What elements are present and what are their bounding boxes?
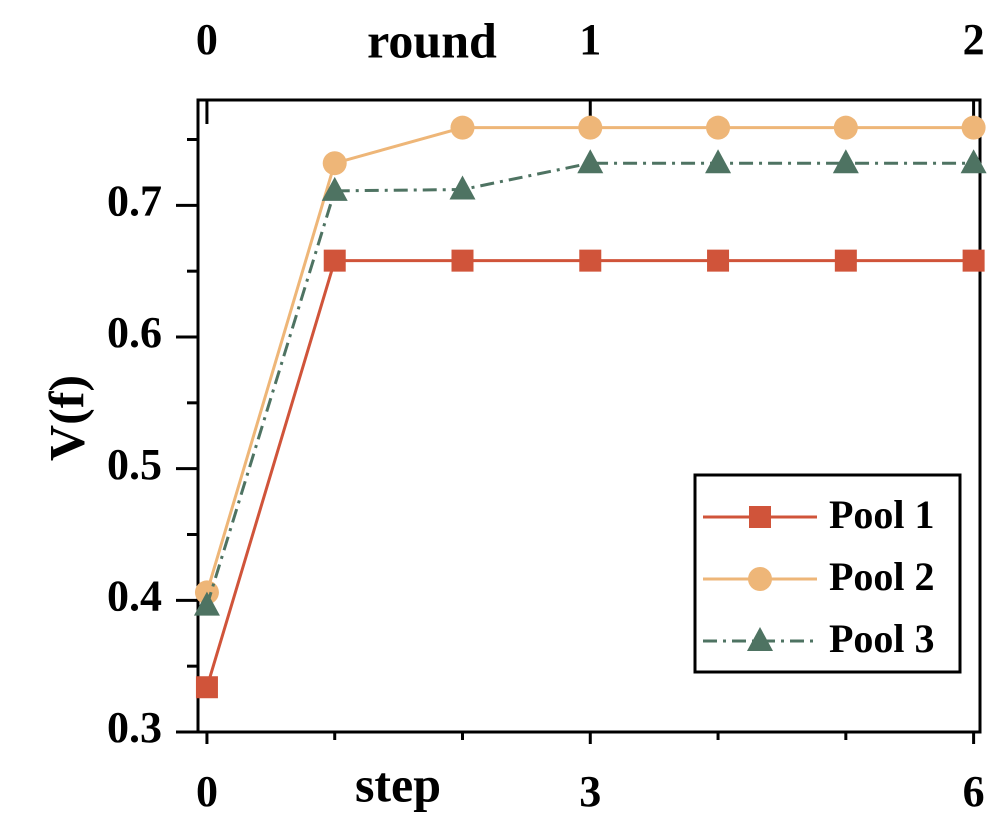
x-tick-label: 3: [579, 767, 601, 816]
marker: [707, 249, 730, 272]
legend-marker: [749, 506, 771, 528]
marker: [706, 115, 731, 140]
marker: [962, 249, 985, 272]
y-tick-label: 0.3: [107, 703, 162, 752]
x2-tick-label: 0: [196, 15, 218, 64]
marker: [960, 149, 987, 174]
legend-marker: [747, 627, 773, 651]
marker: [579, 249, 602, 272]
legend-marker: [748, 567, 772, 591]
marker: [449, 175, 476, 200]
y-tick-label: 0.6: [107, 308, 162, 357]
marker: [322, 151, 347, 176]
x2-tick-label: 1: [579, 15, 601, 64]
y-axis-label: V(f): [38, 375, 94, 461]
marker: [833, 115, 858, 140]
legend-label: Pool 1: [829, 492, 935, 537]
marker: [323, 249, 346, 272]
marker: [577, 149, 604, 174]
marker: [321, 176, 348, 201]
marker: [705, 149, 732, 174]
x-tick-label: 0: [196, 767, 218, 816]
legend-label: Pool 3: [829, 616, 935, 661]
x2-tick-label: 2: [963, 15, 985, 64]
x-axis-label: step: [355, 756, 441, 812]
x2-axis-label: round: [367, 12, 497, 68]
marker: [834, 249, 857, 272]
y-tick-label: 0.7: [107, 176, 162, 225]
marker: [961, 115, 986, 140]
legend: Pool 1 Pool 2 Pool 3: [693, 473, 962, 674]
legend-label: Pool 2: [829, 554, 935, 599]
marker: [451, 249, 474, 272]
marker: [193, 591, 220, 616]
marker: [450, 115, 475, 140]
marker: [578, 115, 603, 140]
x-tick-label: 6: [963, 767, 985, 816]
y-tick-label: 0.5: [107, 440, 162, 489]
marker: [832, 149, 859, 174]
y-tick-label: 0.4: [107, 571, 162, 620]
legend-frame: [693, 473, 962, 674]
marker: [195, 676, 218, 699]
